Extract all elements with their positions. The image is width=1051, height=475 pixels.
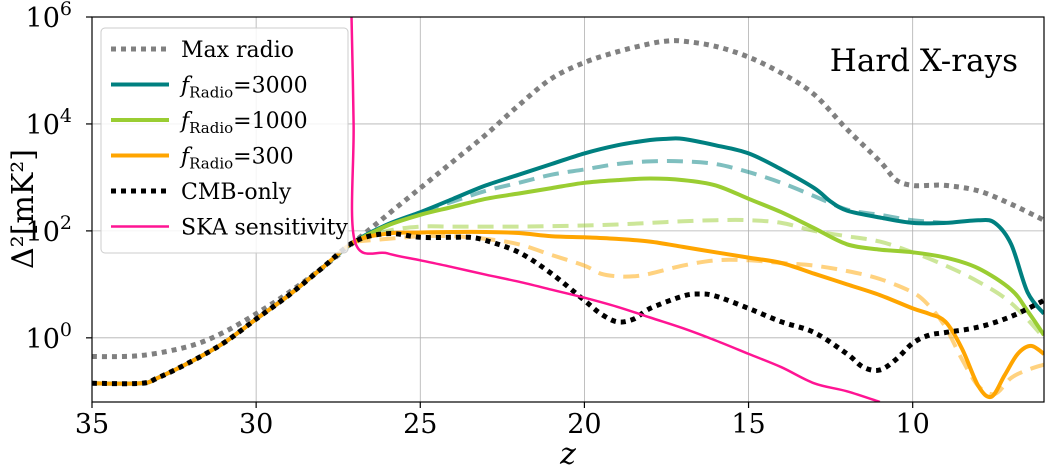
legend-label-f300: fRadio=300 xyxy=(179,145,294,173)
ticks: 35 30 25 20 15 10 100 102 104 106 xyxy=(26,0,930,440)
series-line-f1000_dash xyxy=(353,217,1044,340)
series-line-ska xyxy=(350,17,881,402)
x-tick-label: 15 xyxy=(731,409,765,440)
y-tick-label: 106 xyxy=(26,0,72,34)
plot-frame xyxy=(91,16,1045,403)
series-line-f3000_dash xyxy=(353,159,946,244)
legend: Max radiofRadio=3000fRadio=1000fRadio=30… xyxy=(100,27,349,254)
series-group xyxy=(92,17,1044,402)
legend-label-f1000: fRadio=1000 xyxy=(179,109,308,137)
legend-label-cmb: CMB-only xyxy=(181,180,292,205)
x-tick-label: 30 xyxy=(239,409,273,440)
legend-label-maxradio: Max radio xyxy=(181,38,294,63)
series-line-f1000 xyxy=(353,176,1044,337)
legend-label-ska: SKA sensitivity xyxy=(181,216,348,241)
annotation-hard-x-rays: Hard X-rays xyxy=(830,43,1018,79)
series-line-cmb xyxy=(92,231,1044,387)
y-tick-label: 100 xyxy=(26,319,72,355)
y-tick-label: 104 xyxy=(26,105,72,141)
x-axis-label: z xyxy=(559,437,576,472)
series-line-f300_dash xyxy=(354,233,1044,397)
y-tick-label: 102 xyxy=(26,212,72,248)
x-tick-label: 10 xyxy=(896,409,930,440)
x-tick-label: 25 xyxy=(403,409,437,440)
x-tick-label: 20 xyxy=(567,409,601,440)
y-axis-label: Δ²[mK²] xyxy=(6,149,41,269)
x-tick-label: 35 xyxy=(75,409,109,440)
